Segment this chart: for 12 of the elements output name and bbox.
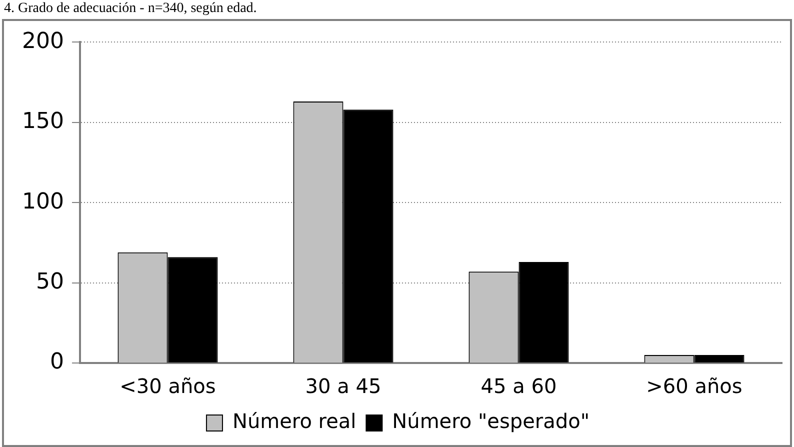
y-tick-label: 50 <box>36 270 64 295</box>
chart-title: 4. Grado de adecuación - n=340, según edad. <box>4 1 257 17</box>
y-tick-label: 150 <box>22 109 64 134</box>
x-tick-label: 30 a 45 <box>305 374 382 398</box>
y-tick-label: 100 <box>22 189 64 214</box>
y-tick-label: 200 <box>22 28 64 54</box>
legend-label: Número "esperado" <box>392 409 590 434</box>
x-tick-label: 45 a 60 <box>480 374 557 398</box>
legend-label: Número real <box>232 409 356 434</box>
x-tick-label: <30 años <box>120 374 216 398</box>
x-tick-label: >60 años <box>646 374 742 398</box>
y-tick-label: 0 <box>50 350 64 375</box>
